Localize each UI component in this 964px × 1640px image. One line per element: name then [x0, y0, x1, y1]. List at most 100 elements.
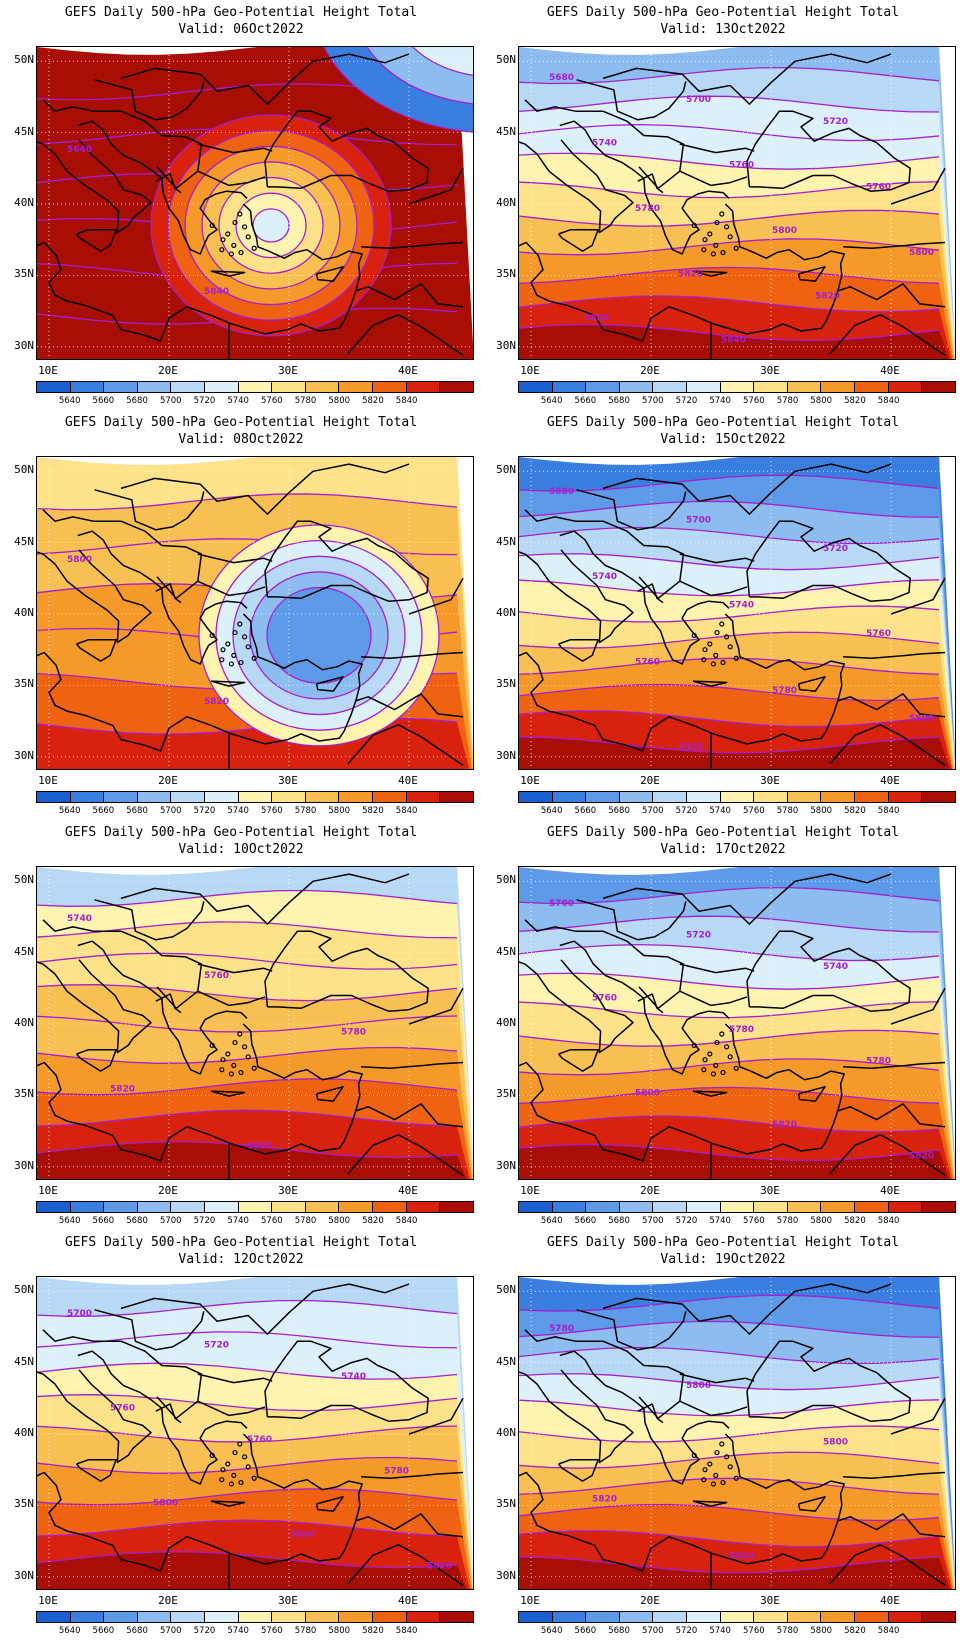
- contour-label: 5820: [678, 743, 703, 753]
- island: [232, 219, 238, 226]
- height-band: [519, 732, 950, 769]
- colorbar-swatch: [373, 382, 407, 392]
- panel-title: GEFS Daily 500-hPa Geo-Potential Height …: [64, 415, 418, 430]
- latitude-label: 45N: [496, 944, 516, 958]
- island: [242, 1044, 248, 1050]
- colorbar-swatch: [305, 792, 340, 802]
- coastline: [77, 940, 248, 1075]
- coastline: [692, 270, 728, 277]
- colorbar-swatch: [821, 792, 856, 802]
- coastline: [93, 1340, 203, 1420]
- coastline: [637, 1403, 664, 1424]
- colorbar-swatch: [922, 382, 955, 392]
- colorbar-label: 5780: [776, 396, 799, 406]
- coastline: [347, 1134, 464, 1176]
- coastline: [197, 553, 273, 564]
- contour-label: 5760: [635, 657, 660, 667]
- coastline: [264, 110, 429, 192]
- colorbar-label: 5700: [641, 806, 664, 816]
- colorbar-swatch: [339, 382, 374, 392]
- coastline: [42, 99, 94, 112]
- contour-label: 5800: [153, 1498, 178, 1508]
- latitude-label: 50N: [496, 873, 516, 887]
- island: [714, 629, 720, 636]
- coastline: [746, 110, 911, 192]
- island: [225, 1051, 231, 1057]
- coastline: [829, 314, 946, 356]
- colorbar-label: 5760: [743, 396, 765, 406]
- colorbar-label: 5800: [328, 396, 351, 406]
- colorbar-label: 5660: [574, 806, 597, 816]
- longitude-label: 10E: [520, 1594, 540, 1607]
- contour-line: [519, 1373, 940, 1391]
- colorbar-swatch: [37, 1202, 71, 1212]
- colorbar-label: 5800: [328, 806, 351, 816]
- coastline: [524, 919, 576, 932]
- colorbar-swatch: [272, 1202, 306, 1212]
- longitude-label: 40E: [398, 364, 418, 377]
- island: [242, 634, 248, 640]
- contour-line: [37, 1425, 458, 1443]
- longitude-label: 20E: [158, 1594, 178, 1607]
- contour-label: 5800: [635, 1088, 660, 1098]
- coastline: [210, 1090, 246, 1097]
- coastline: [519, 549, 634, 644]
- island: [231, 242, 237, 248]
- contour-label: 5820: [729, 1551, 754, 1561]
- coastline: [637, 993, 664, 1014]
- colorbar-label: 5820: [362, 396, 384, 406]
- coastline: [692, 680, 728, 687]
- island: [701, 247, 707, 253]
- colorbar: [518, 381, 956, 393]
- colorbar-label: 5760: [261, 1216, 283, 1226]
- latitude-label: 45N: [14, 944, 34, 958]
- island: [727, 1054, 733, 1060]
- contour-label: 5780: [772, 686, 797, 696]
- height-band: [519, 320, 950, 359]
- coastline: [519, 1369, 634, 1464]
- latitude-label: 35N: [14, 1087, 34, 1101]
- colorbar-swatch: [171, 792, 206, 802]
- latitude-label: 35N: [14, 677, 34, 691]
- coastline: [836, 283, 946, 308]
- island: [228, 251, 234, 257]
- contour-label: 5720: [823, 117, 848, 127]
- colorbar-swatch: [787, 382, 822, 392]
- panel-valid-date: Valid: 08Oct2022: [178, 432, 304, 447]
- coastline: [354, 283, 464, 308]
- contour-line: [519, 972, 940, 990]
- longitude-label: 30E: [760, 364, 780, 377]
- colorbar-label: 5640: [540, 1626, 563, 1636]
- coastline: [94, 489, 205, 531]
- colorbar-label: 5820: [362, 1626, 384, 1636]
- coastline: [155, 173, 182, 194]
- contour-line: [37, 1519, 458, 1537]
- cutoff-low-contour: [266, 586, 372, 684]
- map-canvas: 5700 5720 5740 5760 5760 5780 5800 5800 5820: [37, 1277, 473, 1589]
- colorbar-label: 5800: [328, 1626, 351, 1636]
- island: [209, 632, 215, 639]
- latitude-label: 30N: [14, 1158, 34, 1172]
- contour-line: [519, 579, 940, 597]
- colorbar-swatch: [855, 382, 889, 392]
- contour-line: [519, 209, 940, 227]
- coastline: [890, 167, 946, 205]
- colorbar-swatch: [104, 382, 138, 392]
- colorbar-swatch: [272, 382, 306, 392]
- colorbar-label: 5720: [675, 806, 698, 816]
- coastline: [519, 1433, 845, 1572]
- colorbar-swatch: [754, 792, 788, 802]
- coastline: [575, 520, 685, 600]
- coastline: [524, 1329, 576, 1342]
- colorbar-swatch: [720, 382, 755, 392]
- coastline: [637, 583, 664, 604]
- colorbar-label: 5840: [877, 396, 900, 406]
- island: [237, 1441, 243, 1447]
- coastline: [155, 583, 182, 604]
- colorbar-swatch: [406, 1612, 441, 1622]
- forecast-panel: GEFS Daily 500-hPa Geo-Potential Height …: [482, 1230, 964, 1640]
- colorbar-label: 5680: [608, 1626, 630, 1636]
- colorbar-label: 5720: [193, 1626, 216, 1636]
- contour-line: [519, 915, 940, 933]
- island: [209, 222, 215, 229]
